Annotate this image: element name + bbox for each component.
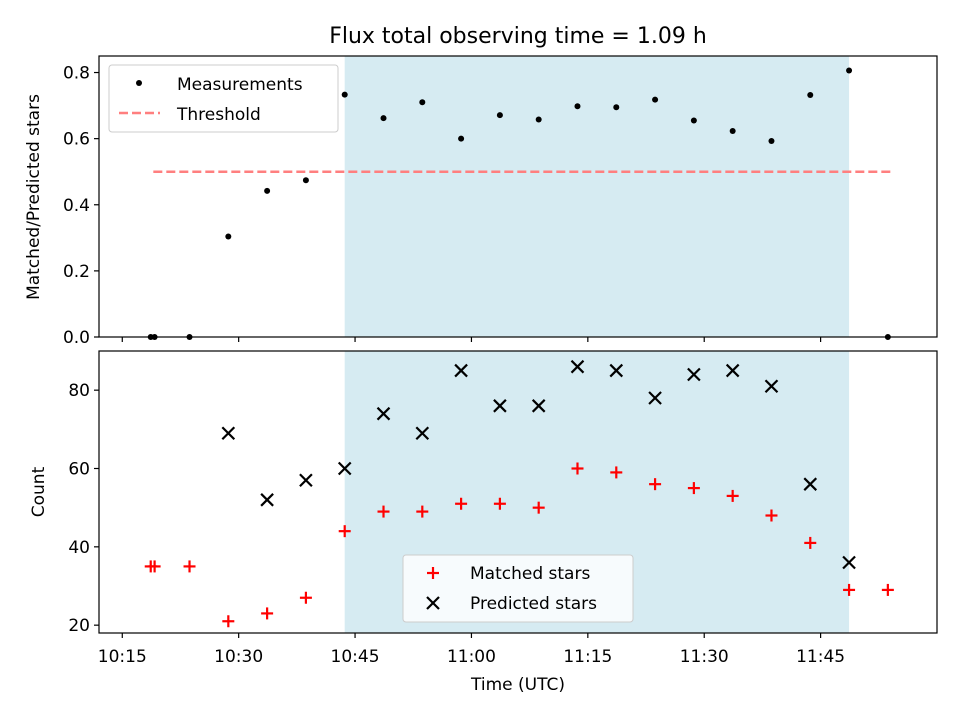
predicted-star-point <box>260 493 274 507</box>
measurement-point <box>574 103 581 110</box>
matched-star-point <box>804 536 817 549</box>
predicted-star-point <box>687 367 701 382</box>
matched-star-point <box>377 505 390 518</box>
ratio-legend: Measurements Threshold <box>108 64 339 133</box>
measurement-point <box>458 135 465 142</box>
matched-star-point <box>455 497 468 510</box>
measurement-point <box>652 96 659 103</box>
predicted-star-point <box>493 399 507 413</box>
matched-star-point <box>261 607 274 620</box>
predicted-star-point <box>299 473 313 488</box>
measurement-point <box>225 233 232 240</box>
x-tick-label: 11:15 <box>563 647 612 667</box>
legend-measurements-marker <box>136 80 142 86</box>
legend-matched-label: Matched stars <box>470 564 590 584</box>
matched-star-point <box>299 591 312 604</box>
predicted-star-point <box>531 399 546 413</box>
matched-star-point <box>649 478 662 491</box>
x-tick-label: 11:30 <box>680 647 729 667</box>
predicted-star-point <box>842 555 856 570</box>
matched-star-point <box>571 462 584 475</box>
ratio-panel: 0.00.20.40.60.8 Matched/Predicted stars … <box>24 55 938 348</box>
matched-star-point <box>416 505 429 518</box>
count-y-axis-label: Count <box>29 466 49 517</box>
count-y-tick-label: 20 <box>68 616 90 636</box>
x-tick-label: 10:45 <box>331 647 380 667</box>
count-y-tick-label: 80 <box>68 381 90 401</box>
x-axis-label: Time (UTC) <box>470 675 565 695</box>
ratio-y-tick-label: 0.6 <box>63 130 90 150</box>
ratio-y-tick-label: 0.8 <box>63 64 90 84</box>
matched-star-point <box>765 509 778 522</box>
legend-measurements-label: Measurements <box>177 75 303 95</box>
matched-star-point <box>222 615 235 628</box>
measurement-point <box>846 67 853 74</box>
count-legend: Matched stars Predicted stars <box>402 554 634 623</box>
matched-star-point <box>843 583 856 596</box>
measurement-point <box>613 104 620 111</box>
chart-title: Flux total observing time = 1.09 h <box>329 24 707 49</box>
observing-window-top <box>344 56 850 337</box>
predicted-star-point <box>609 363 624 378</box>
predicted-star-point <box>415 426 430 441</box>
measurement-point <box>690 117 697 124</box>
predicted-star-point <box>803 477 818 491</box>
legend-predicted-label: Predicted stars <box>470 594 597 614</box>
predicted-star-point <box>764 379 779 394</box>
x-tick-label: 11:45 <box>796 647 845 667</box>
ratio-y-tick-label: 0.2 <box>63 262 90 282</box>
measurement-point <box>341 91 348 98</box>
x-tick-label: 10:30 <box>214 647 263 667</box>
predicted-star-point <box>648 391 662 405</box>
matched-star-point <box>148 560 161 573</box>
legend-matched-marker <box>427 567 439 579</box>
count-y-tick-label: 60 <box>68 460 90 480</box>
count-panel: 20 40 60 80 10:15 10:30 10:45 11:00 11:15 11:30 1… <box>29 350 938 667</box>
matched-star-point <box>687 482 700 495</box>
measurement-point <box>302 177 309 184</box>
x-tick-label: 10:15 <box>98 647 147 667</box>
ratio-y-tick-label: 0.4 <box>63 196 90 216</box>
count-y-tick-label: 40 <box>68 538 90 558</box>
matched-star-point <box>532 501 545 514</box>
measurement-point <box>380 115 387 122</box>
measurement-point <box>535 116 542 123</box>
ratio-panel-frame <box>98 55 938 338</box>
measurement-point <box>768 137 775 144</box>
measurement-point <box>729 128 736 135</box>
matched-star-point <box>183 560 196 573</box>
measurement-point <box>807 92 814 99</box>
predicted-star-point <box>221 426 236 441</box>
matched-star-point <box>493 497 506 510</box>
legend-threshold-label: Threshold <box>176 105 261 125</box>
legend-predicted-marker <box>426 596 440 610</box>
count-panel-frame <box>98 350 938 634</box>
ratio-legend-box <box>108 64 339 133</box>
matched-star-point <box>338 525 351 538</box>
ratio-y-tick-label: 0.0 <box>63 328 90 348</box>
matched-star-point <box>881 583 894 596</box>
ratio-y-axis-label: Matched/Predicted stars <box>24 94 44 300</box>
predicted-star-point <box>454 363 468 378</box>
x-tick-label: 11:00 <box>447 647 496 667</box>
count-legend-box <box>402 554 634 623</box>
measurement-point <box>264 187 271 194</box>
predicted-star-point <box>337 461 352 476</box>
measurement-point <box>419 99 426 106</box>
predicted-star-point <box>376 406 391 421</box>
matched-star-point <box>726 489 739 502</box>
matched-star-point <box>610 466 623 479</box>
predicted-star-point <box>725 363 740 378</box>
measurement-point <box>496 112 503 119</box>
predicted-star-point <box>570 359 585 374</box>
